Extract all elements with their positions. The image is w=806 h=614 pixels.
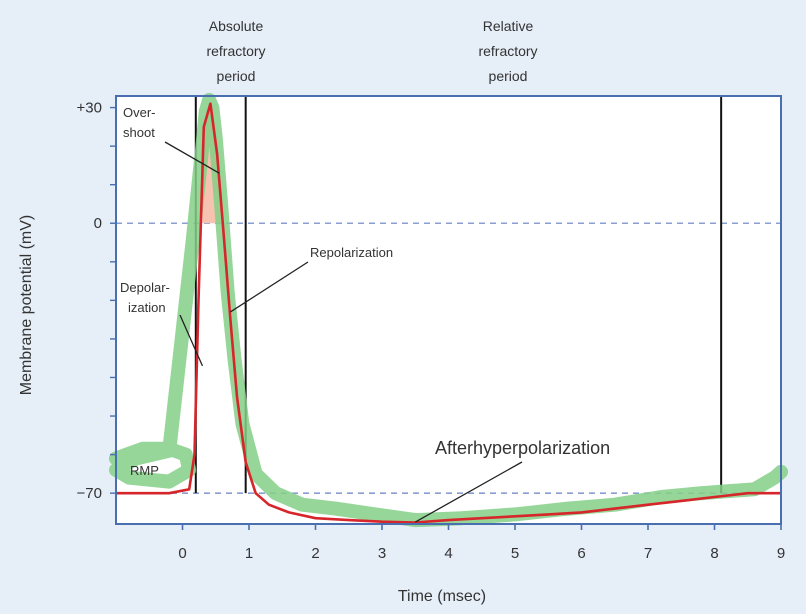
y-tick-label-2: −70 bbox=[77, 485, 102, 502]
annotation-leaders bbox=[164, 141, 523, 523]
absolute-refractory-header-line1: Absolute bbox=[209, 18, 264, 34]
absolute-refractory-header-line2: refractory bbox=[206, 43, 265, 59]
afterhyperpolarization-leader-line bbox=[414, 461, 523, 523]
relative-refractory-header-line2: refractory bbox=[478, 43, 537, 59]
x-tick-label-2: 2 bbox=[311, 545, 319, 562]
absolute-refractory-header-line3: period bbox=[217, 68, 256, 84]
x-tick-label-7: 7 bbox=[644, 545, 652, 562]
depolarization-label-line1: Depolar- bbox=[120, 280, 170, 295]
depolarization-leader-line bbox=[179, 314, 204, 367]
relative-refractory-header-line3: period bbox=[489, 68, 528, 84]
rmp-label: RMP bbox=[130, 463, 159, 478]
x-tick-label-6: 6 bbox=[577, 545, 585, 562]
y-tick-label-0: +30 bbox=[77, 100, 102, 117]
repolarization-label: Repolarization bbox=[310, 245, 393, 260]
membrane-potential-trace bbox=[116, 102, 781, 524]
x-tick-label-1: 1 bbox=[245, 545, 253, 562]
y-axis-label: Membrane potential (mV) bbox=[18, 215, 35, 396]
overshoot-label-line1: Over- bbox=[123, 105, 156, 120]
relative-refractory-header-line1: Relative bbox=[483, 18, 534, 34]
x-tick-label-4: 4 bbox=[444, 545, 452, 562]
x-tick-label-0: 0 bbox=[178, 545, 186, 562]
x-tick-label-3: 3 bbox=[378, 545, 386, 562]
repolarization-leader-line bbox=[230, 261, 309, 313]
afterhyperpolarization-label: Afterhyperpolarization bbox=[435, 438, 610, 458]
overshoot-leader-line bbox=[164, 141, 220, 174]
x-tick-label-5: 5 bbox=[511, 545, 519, 562]
x-tick-label-8: 8 bbox=[710, 545, 718, 562]
x-axis-label: Time (msec) bbox=[398, 588, 486, 605]
y-tick-label-1: 0 bbox=[94, 215, 102, 232]
axis-ticks: 0 1 2 3 4 5 6 7 8 9 +30 0 −70 bbox=[77, 100, 786, 562]
x-tick-label-9: 9 bbox=[777, 545, 785, 562]
depolarization-label-line2: ization bbox=[128, 300, 166, 315]
overshoot-label-line2: shoot bbox=[123, 125, 155, 140]
